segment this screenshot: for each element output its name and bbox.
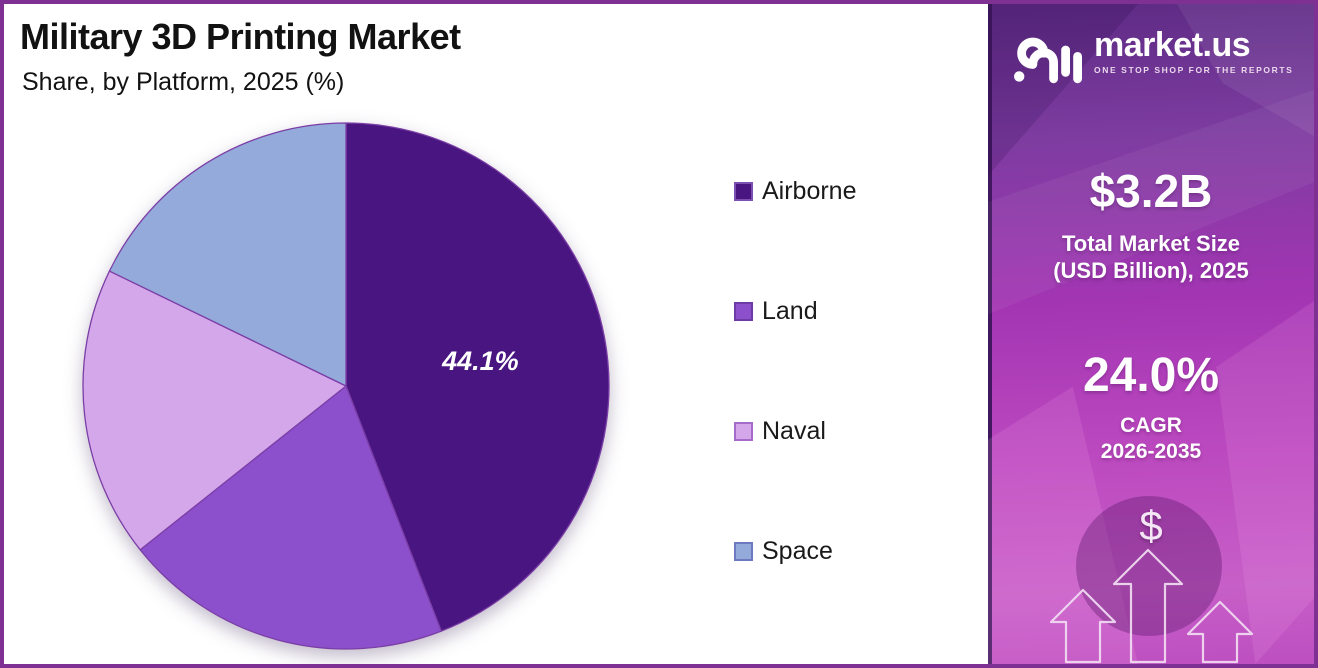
legend-item-space: Space <box>734 536 857 565</box>
legend-swatch-icon <box>734 421 753 441</box>
growth-arrows-icon <box>1049 548 1254 664</box>
brand-name: market.us <box>1094 26 1251 64</box>
market-size-label: Total Market Size (USD Billion), 2025 <box>988 230 1314 284</box>
legend-label: Land <box>762 296 818 325</box>
cagr-label-line1: CAGR <box>1120 414 1182 437</box>
market-size-label-line2: (USD Billion), 2025 <box>1053 258 1249 283</box>
pie-slice-naval[interactable] <box>82 270 347 551</box>
chart-title: Military 3D Printing Market <box>20 16 461 57</box>
legend-label: Airborne <box>762 176 857 205</box>
brand-tagline: ONE STOP SHOP FOR THE REPORTS <box>1094 65 1294 75</box>
market-size-stat: $3.2B Total Market Size (USD Billion), 2… <box>988 166 1314 284</box>
pie-chart: 44.1% <box>82 122 610 650</box>
legend-item-airborne: Airborne <box>734 176 857 205</box>
legend-swatch-icon <box>734 541 753 561</box>
market-size-label-line1: Total Market Size <box>1061 231 1241 256</box>
legend-label: Space <box>762 536 833 565</box>
pie-value-label: 44.1% <box>441 346 519 376</box>
market-size-value: $3.2B <box>1089 165 1213 217</box>
legend-swatch-icon <box>734 181 753 201</box>
cagr-stat: 24.0% CAGR 2026-2035 <box>988 349 1314 465</box>
pie-slice-space[interactable] <box>108 122 347 387</box>
market-us-logo-icon <box>1014 37 1082 84</box>
cagr-label-line2: 2026-2035 <box>1100 440 1202 463</box>
dollar-sign: $ <box>1139 502 1163 549</box>
legend-item-naval: Naval <box>734 416 857 445</box>
cagr-label: CAGR 2026-2035 <box>988 413 1314 465</box>
legend-swatch-icon <box>734 301 753 321</box>
pie-slice-land[interactable] <box>139 385 442 650</box>
legend: Airborne Land Naval Space <box>734 176 857 565</box>
chart-area: Military 3D Printing Market Share, by Pl… <box>4 4 988 664</box>
pie-slice-airborne[interactable] <box>345 122 610 632</box>
legend-item-land: Land <box>734 296 857 325</box>
chart-subtitle: Share, by Platform, 2025 (%) <box>22 68 345 96</box>
legend-label: Naval <box>762 416 826 445</box>
brand-logo: market.us ONE STOP SHOP FOR THE REPORTS <box>1010 26 1293 90</box>
cagr-value: 24.0% <box>1082 349 1220 402</box>
sidebar: market.us ONE STOP SHOP FOR THE REPORTS … <box>988 4 1314 664</box>
